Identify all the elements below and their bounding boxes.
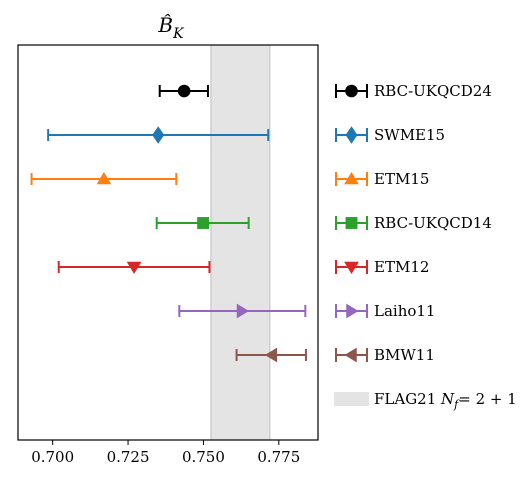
legend-marker <box>345 126 358 144</box>
legend-marker <box>345 84 358 98</box>
x-tick-label: 0.775 <box>257 448 300 466</box>
legend-label: FLAG21 Nf= 2 + 1 <box>374 390 517 411</box>
legend-item-swme15: SWME15 <box>335 126 445 144</box>
legend-label: RBC-UKQCD14 <box>374 214 492 232</box>
point-etm15 <box>96 172 112 185</box>
legend-label: SWME15 <box>374 126 445 144</box>
chart-title-base: B̂ <box>157 13 173 37</box>
series-swme15 <box>47 126 270 144</box>
legend-marker <box>344 347 357 363</box>
point-laiho11 <box>236 303 250 319</box>
point-bmw11 <box>264 347 278 363</box>
series-layer <box>30 84 307 363</box>
legend-item-bmw11: BMW11 <box>335 346 435 364</box>
point-rbc-ukqcd24 <box>177 84 191 98</box>
flag-band <box>210 45 270 440</box>
series-etm12 <box>57 261 211 274</box>
legend-marker <box>344 261 359 274</box>
chart-title-subscript: K <box>172 26 185 42</box>
legend-item-rbc-ukqcd24: RBC-UKQCD24 <box>335 82 492 100</box>
legend-item-etm12: ETM12 <box>335 258 429 276</box>
legend-label: ETM12 <box>374 258 429 276</box>
band-layer <box>210 45 271 440</box>
series-laiho11 <box>178 303 307 319</box>
series-bmw11 <box>235 347 307 363</box>
legend-item-laiho11: Laiho11 <box>335 302 435 320</box>
legend-label: ETM15 <box>374 170 429 188</box>
legend-item-flag-band: FLAG21 Nf= 2 + 1 <box>334 390 517 411</box>
legend-marker <box>345 217 358 229</box>
legend-label: Laiho11 <box>374 302 435 320</box>
series-etm15 <box>30 172 178 185</box>
legend-marker <box>346 303 359 319</box>
legend-band-swatch <box>334 392 369 406</box>
series-rbc-ukqcd24 <box>158 84 209 98</box>
x-tick-label: 0.750 <box>182 448 225 466</box>
legend-label: RBC-UKQCD24 <box>374 82 492 100</box>
legend-label: BMW11 <box>374 346 435 364</box>
legend-marker <box>344 172 359 185</box>
x-axis: 0.700 0.725 0.750 0.775 <box>31 440 300 466</box>
chart-title: B̂K <box>157 13 185 42</box>
legend: RBC-UKQCD24 SWME15 ETM15 RBC-UKQCD14 ETM12 La… <box>334 82 517 411</box>
point-rbc-ukqcd14 <box>197 217 210 229</box>
series-rbc-ukqcd14 <box>155 217 250 229</box>
x-tick-label: 0.725 <box>107 448 150 466</box>
legend-item-etm15: ETM15 <box>335 170 429 188</box>
point-etm12 <box>126 261 142 274</box>
point-swme15 <box>152 126 165 144</box>
plot-frame <box>17 44 319 441</box>
x-tick-label: 0.700 <box>31 448 74 466</box>
legend-item-rbc-ukqcd14: RBC-UKQCD14 <box>335 214 492 232</box>
